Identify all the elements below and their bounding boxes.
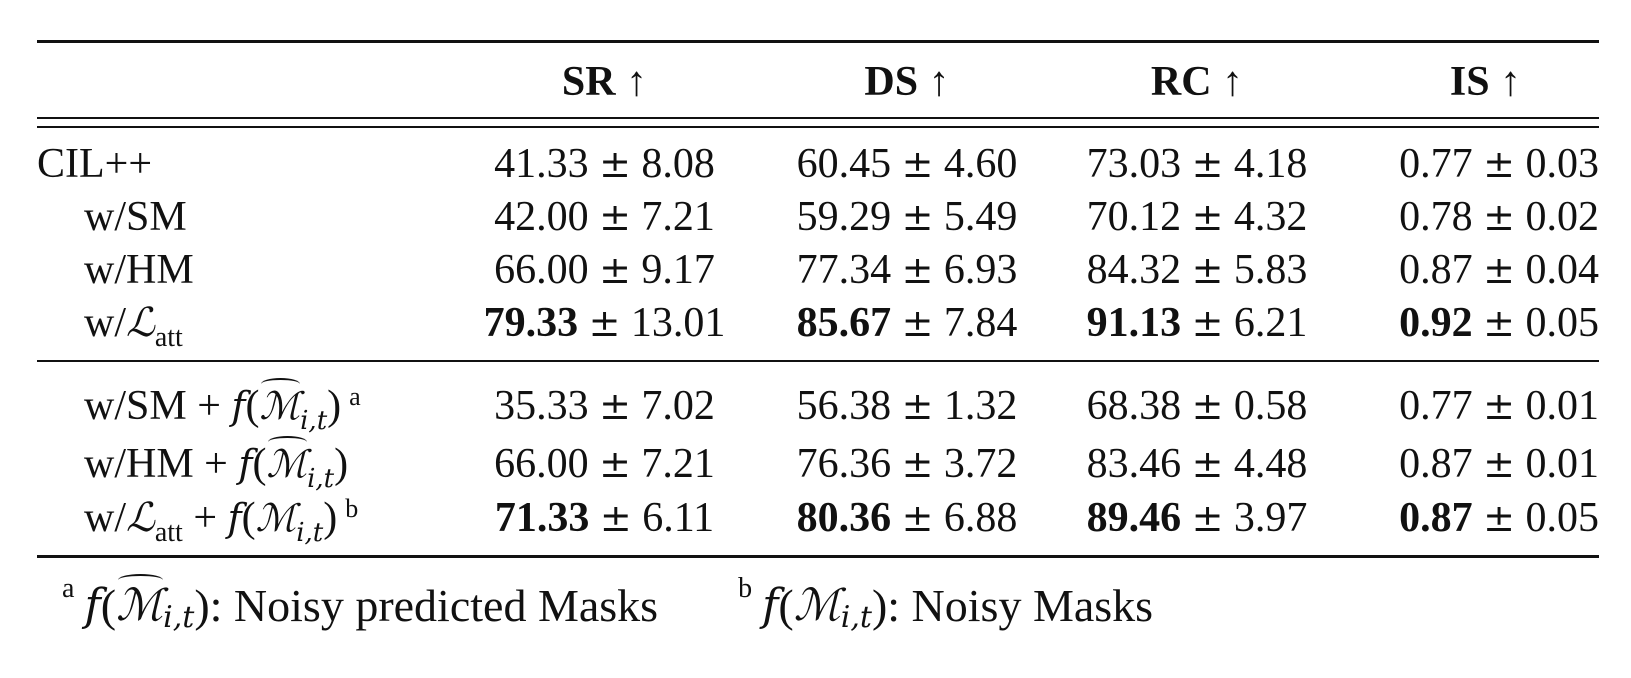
cell-ds: 56.38 ± 1.32 (796, 383, 1018, 429)
cell-sr: 41.33 ± 8.08 (494, 141, 715, 187)
bottom-rule (37, 555, 1599, 558)
table-row: w/HM 66.00 ± 9.17 77.34 ± 6.93 84.32 ± 5… (37, 244, 1599, 296)
cell-ds: 76.36 ± 3.72 (796, 441, 1018, 487)
table-row: w/ℒatt + f(ℳi,t) b 71.33 ± 6.11 80.36 ± 6… (37, 492, 1599, 548)
cell-ds: 77.34 ± 6.93 (796, 247, 1018, 293)
cell-rc: 89.46 ± 3.97 (1086, 495, 1308, 541)
cell-is: 0.78 ± 0.02 (1399, 194, 1599, 240)
header-is: IS ↑ (1449, 59, 1522, 105)
mask-hat-symbol: ℳ (266, 436, 308, 486)
cell-is: 0.77 ± 0.03 (1399, 141, 1599, 187)
cell-sr: 35.33 ± 7.02 (494, 383, 715, 429)
footnote-mark: a (349, 382, 361, 411)
header-rc: RC ↑ (1150, 59, 1244, 105)
row-label: w/SM + f(ℳi,t) a (84, 378, 361, 436)
row-label: w/HM (84, 247, 194, 293)
up-arrow-icon: ↑ (1500, 59, 1522, 105)
up-arrow-icon: ↑ (626, 59, 648, 105)
row-label: w/HM + f(ℳi,t) (84, 436, 349, 494)
cell-sr: 71.33 ± 6.11 (494, 495, 715, 541)
header-ds: DS ↑ (864, 59, 950, 105)
cell-ds: 80.36 ± 6.88 (796, 495, 1018, 541)
top-rule (37, 40, 1599, 43)
header-rule-lower (37, 126, 1599, 128)
table-row: w/HM + f(ℳi,t) 66.00 ± 7.21 76.36 ± 3.72… (37, 436, 1599, 494)
row-label: w/ℒatt (84, 300, 183, 353)
cell-rc: 68.38 ± 0.58 (1086, 383, 1308, 429)
cell-sr: 79.33 ± 13.01 (483, 300, 726, 346)
cell-sr: 42.00 ± 7.21 (494, 194, 715, 240)
row-label: w/ℒatt + f(ℳi,t) b (84, 494, 359, 548)
cell-rc: 83.46 ± 4.48 (1086, 441, 1308, 487)
cell-is: 0.77 ± 0.01 (1399, 383, 1599, 429)
table-row: w/SM + f(ℳi,t) a 35.33 ± 7.02 56.38 ± 1.3… (37, 378, 1599, 436)
cell-ds: 60.45 ± 4.60 (796, 141, 1018, 187)
header-sr: SR ↑ (561, 59, 648, 105)
mask-symbol: ℳ (793, 579, 841, 631)
cell-is: 0.87 ± 0.05 (1399, 495, 1599, 541)
footnote-mark: b (345, 494, 359, 523)
table-row: w/SM 42.00 ± 7.21 59.29 ± 5.49 70.12 ± 4… (37, 191, 1599, 243)
table-header: SR ↑ DS ↑ RC ↑ IS ↑ (37, 52, 1599, 112)
cell-ds: 85.67 ± 7.84 (796, 300, 1018, 346)
cell-rc: 70.12 ± 4.32 (1086, 194, 1308, 240)
cell-sr: 66.00 ± 9.17 (494, 247, 715, 293)
mask-hat-symbol: ℳ (259, 378, 301, 428)
cell-rc: 91.13 ± 6.21 (1086, 300, 1308, 346)
cell-is: 0.87 ± 0.01 (1399, 441, 1599, 487)
up-arrow-icon: ↑ (1222, 59, 1244, 105)
cell-rc: 84.32 ± 5.83 (1086, 247, 1308, 293)
table-row: w/ℒatt 79.33 ± 13.01 85.67 ± 7.84 91.13 … (37, 297, 1599, 353)
header-rule-upper (37, 117, 1599, 119)
mask-hat-symbol: ℳ (116, 573, 164, 631)
mask-symbol: ℳ (255, 496, 297, 540)
table-row: CIL++ 41.33 ± 8.08 60.45 ± 4.60 73.03 ± … (37, 138, 1599, 190)
row-label: CIL++ (37, 141, 153, 187)
row-label: w/SM (84, 194, 187, 240)
cell-is: 0.87 ± 0.04 (1399, 247, 1599, 293)
cell-rc: 73.03 ± 4.18 (1086, 141, 1308, 187)
cell-is: 0.92 ± 0.05 (1399, 300, 1599, 346)
up-arrow-icon: ↑ (928, 59, 950, 105)
group-separator-rule (37, 360, 1599, 362)
cell-ds: 59.29 ± 5.49 (796, 194, 1018, 240)
cell-sr: 66.00 ± 7.21 (494, 441, 715, 487)
